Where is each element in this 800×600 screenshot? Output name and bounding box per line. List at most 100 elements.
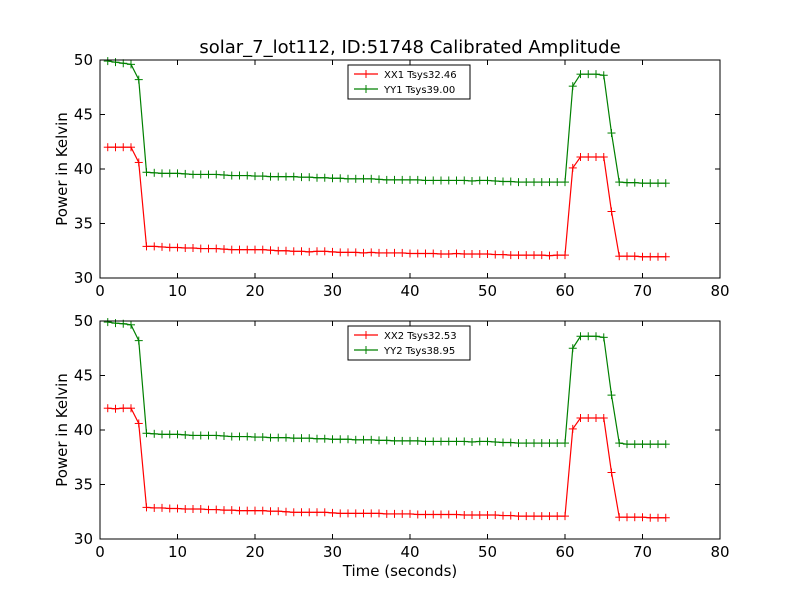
data-point	[460, 176, 469, 185]
data-point	[530, 512, 538, 521]
data-point	[189, 431, 197, 440]
data-point	[638, 513, 647, 522]
data-point	[220, 245, 228, 254]
data-point	[654, 513, 662, 522]
data-point	[406, 509, 414, 518]
data-point	[545, 512, 554, 521]
data-point	[437, 510, 445, 519]
data-point	[561, 251, 569, 260]
data-point	[158, 169, 166, 178]
data-point	[630, 178, 639, 187]
data-point	[297, 508, 306, 517]
legend-box	[347, 325, 471, 361]
data-point	[289, 247, 298, 256]
data-point	[545, 439, 554, 448]
data-point	[181, 244, 190, 253]
data-point	[630, 513, 639, 522]
legend-entry: XX2 Tsys32.53	[354, 331, 457, 342]
data-point	[444, 510, 453, 519]
data-point	[351, 248, 360, 257]
data-point	[359, 248, 368, 257]
data-point	[119, 59, 128, 68]
legend-entry: YY2 Tsys38.95	[354, 346, 455, 357]
data-point	[522, 251, 531, 260]
data-point	[258, 172, 267, 181]
data-point	[623, 440, 631, 449]
data-point	[320, 173, 329, 182]
data-point	[615, 439, 624, 448]
data-point	[413, 249, 422, 258]
data-point	[375, 248, 383, 257]
data-point	[615, 252, 624, 261]
data-point	[499, 511, 507, 520]
data-point	[460, 250, 469, 259]
data-point	[522, 178, 531, 187]
x-tick-label: 60	[555, 543, 574, 561]
data-point	[243, 506, 252, 515]
data-point	[320, 247, 329, 256]
data-point	[173, 430, 182, 439]
data-point	[367, 248, 376, 257]
data-point	[103, 404, 112, 413]
data-point	[584, 332, 593, 341]
data-point	[274, 433, 283, 442]
data-point	[243, 245, 252, 254]
data-point	[227, 245, 236, 254]
data-point	[444, 250, 453, 259]
data-point	[328, 508, 337, 517]
data-point	[282, 433, 290, 442]
data-point	[142, 168, 151, 177]
data-point	[599, 414, 608, 423]
data-point	[134, 158, 143, 167]
legend: XX1 Tsys32.46 YY1 Tsys39.00	[347, 64, 471, 100]
data-point	[313, 434, 321, 443]
data-point	[266, 507, 275, 516]
data-point	[537, 512, 546, 521]
data-point	[251, 172, 259, 181]
x-tick-label: 60	[555, 282, 574, 300]
x-tick-label: 20	[245, 543, 264, 561]
data-point	[251, 245, 259, 254]
data-point	[251, 506, 259, 515]
y-tick-label: 45	[74, 106, 93, 124]
data-point	[592, 414, 600, 423]
data-point	[568, 344, 577, 353]
data-point	[243, 432, 252, 441]
data-point	[661, 252, 670, 261]
data-point	[584, 153, 593, 162]
data-point	[522, 439, 531, 448]
data-point	[336, 174, 345, 183]
data-point	[421, 249, 430, 258]
x-tick-label: 50	[478, 282, 497, 300]
data-point	[127, 60, 135, 69]
data-point	[444, 176, 453, 185]
data-point	[351, 509, 360, 518]
data-point	[576, 332, 585, 341]
data-point	[661, 440, 670, 449]
data-point	[103, 143, 112, 152]
data-point	[413, 510, 422, 519]
data-point	[127, 320, 135, 329]
data-point	[468, 437, 476, 446]
data-point	[561, 439, 569, 448]
y-tick-label: 40	[74, 160, 93, 178]
data-point	[382, 436, 391, 445]
data-point	[452, 510, 461, 519]
data-point	[452, 249, 461, 258]
data-point	[196, 244, 205, 253]
data-point	[266, 433, 275, 442]
series-2	[103, 57, 670, 188]
data-point	[282, 172, 290, 181]
legend-label: YY2 Tsys38.95	[383, 346, 455, 357]
data-point	[227, 432, 236, 441]
data-point	[568, 82, 577, 91]
data-point	[398, 248, 407, 257]
data-point	[475, 250, 484, 259]
data-point	[336, 435, 345, 444]
data-point	[165, 430, 174, 439]
data-point	[592, 70, 600, 79]
chart-title: solar_7_lot112, ID:51748 Calibrated Ampl…	[199, 37, 620, 58]
data-point	[235, 432, 244, 441]
data-point	[444, 437, 453, 446]
